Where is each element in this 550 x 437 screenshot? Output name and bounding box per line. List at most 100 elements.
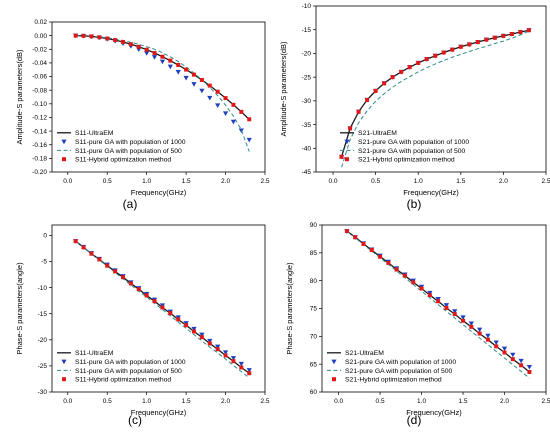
legend-swatch-ga1000	[61, 139, 67, 145]
data-point-ga1000	[468, 321, 474, 327]
legend: S21-UltraEM S21-pure GA with population o…	[340, 130, 469, 164]
data-point-hybrid	[215, 347, 220, 352]
data-point-ga1000	[246, 137, 252, 143]
legend-label: S21-UltraEM	[358, 130, 397, 137]
data-point-hybrid	[436, 299, 441, 304]
data-point-hybrid	[527, 369, 532, 374]
panel-caption: (a)	[123, 197, 138, 211]
legend-label: S11-UltraEM	[75, 350, 114, 357]
data-point-hybrid	[485, 337, 490, 342]
data-point-ga1000	[215, 344, 221, 350]
x-tick-label: 2.5	[260, 178, 269, 185]
data-point-hybrid	[441, 50, 446, 55]
y-tick-label: 65	[310, 361, 318, 368]
series-line-ga500	[346, 230, 530, 379]
data-point-hybrid	[444, 305, 449, 310]
data-point-hybrid	[378, 254, 383, 259]
chart-panel-c: 0.0 0.5 1.0 1.5 2.0 2.5 0 -5 -10 -15 -20 -25 -30 Freq…	[15, 224, 270, 427]
data-point-ga1000	[485, 333, 491, 339]
data-point-ga1000	[230, 356, 237, 361]
legend-label: S11-pure GA with population of 1000	[75, 359, 186, 366]
y-tick-label: 85	[310, 250, 318, 257]
data-point-hybrid	[160, 54, 165, 59]
data-point-hybrid	[231, 102, 236, 107]
x-tick-label: 0.0	[329, 178, 338, 185]
legend-label: S21-pure GA with population of 500	[345, 368, 453, 375]
legend-label: S21-UltraEM	[345, 350, 384, 357]
legend-swatch-ga1000	[331, 359, 337, 365]
data-point-hybrid	[510, 357, 515, 362]
data-point-hybrid	[402, 273, 407, 278]
legend: S11-UltraEM S11-pure GA with population o…	[57, 130, 186, 164]
legend-label: S11-pure GA with population of 500	[75, 368, 182, 375]
data-point-hybrid	[247, 117, 252, 122]
data-point-hybrid	[461, 318, 466, 323]
legend-swatch-hybrid	[345, 157, 349, 162]
data-point-hybrid	[160, 305, 165, 310]
data-point-hybrid	[105, 36, 110, 41]
data-point-ga1000	[222, 350, 229, 355]
data-point-ga1000	[246, 368, 252, 373]
data-point-hybrid	[416, 60, 421, 65]
data-point-ga1000	[222, 111, 229, 116]
series-line-ultraem	[340, 29, 530, 157]
data-point-hybrid	[247, 371, 252, 376]
data-point-hybrid	[128, 42, 133, 47]
data-point-hybrid	[433, 53, 438, 58]
data-point-hybrid	[452, 312, 457, 317]
chart-panel-d: 0.0 0.5 1.0 1.5 2.0 2.5 90 85 80 75 70 65 60 Frequenc…	[285, 222, 550, 427]
y-tick-label: -20	[38, 337, 48, 344]
series-line-ga500	[341, 30, 530, 168]
data-point-hybrid	[89, 251, 94, 256]
data-point-hybrid	[168, 311, 173, 316]
legend-label: S21-Hybrid optimization method	[345, 377, 442, 384]
x-axis-label: Frequency(GHz)	[131, 188, 187, 197]
x-tick-label: 1.0	[142, 398, 151, 405]
plot-frame	[51, 224, 266, 393]
y-tick-label: -25	[302, 74, 312, 81]
legend-label: S11-pure GA with population of 500	[75, 148, 182, 155]
y-tick-label: -0.04	[32, 60, 47, 67]
x-axis-label: Frequency(GHz)	[406, 408, 462, 417]
data-point-ga1000	[191, 326, 197, 332]
y-tick-label: -10	[302, 3, 312, 10]
x-tick-label: 1.0	[417, 398, 426, 405]
data-point-hybrid	[168, 58, 173, 63]
legend-label: S21-pure GA with population of 500	[358, 148, 466, 155]
data-point-hybrid	[353, 235, 358, 240]
data-point-ga1000	[230, 119, 237, 125]
data-point-hybrid	[419, 286, 424, 291]
legend-label: S11-Hybrid optimization method	[75, 157, 171, 164]
data-point-hybrid	[136, 287, 141, 292]
data-point-hybrid	[427, 293, 432, 298]
y-tick-label: -35	[302, 122, 312, 129]
y-tick-label: -0.02	[32, 46, 47, 53]
y-tick-label: -0.16	[32, 142, 47, 149]
data-point-ga1000	[510, 352, 516, 358]
data-point-hybrid	[121, 39, 125, 44]
x-tick-label: 0.0	[63, 398, 72, 405]
x-tick-label: 2.5	[541, 178, 550, 185]
y-tick-label: -0.20	[32, 169, 47, 176]
data-point-hybrid	[223, 96, 228, 101]
data-point-hybrid	[407, 65, 412, 70]
data-point-ga1000	[493, 340, 499, 346]
data-point-hybrid	[477, 331, 482, 336]
x-axis-label: Frequency(GHz)	[403, 188, 459, 197]
y-tick-label: -25	[38, 363, 48, 370]
y-tick-label: -15	[38, 311, 48, 318]
data-point-hybrid	[73, 239, 78, 244]
data-point-hybrid	[215, 89, 220, 94]
data-point-hybrid	[152, 51, 157, 56]
data-point-ga1000	[477, 327, 483, 333]
plot-frame	[315, 5, 547, 173]
x-tick-label: 1.5	[182, 178, 191, 185]
y-tick-label: -0.08	[32, 87, 47, 94]
data-point-hybrid	[526, 28, 531, 33]
data-point-hybrid	[494, 344, 499, 349]
data-point-hybrid	[373, 88, 378, 93]
y-tick-label: 0.02	[34, 19, 47, 26]
y-axis-label: Phase-S parameters(angle)	[285, 262, 294, 355]
data-point-hybrid	[207, 83, 212, 88]
data-point-hybrid	[239, 109, 244, 114]
